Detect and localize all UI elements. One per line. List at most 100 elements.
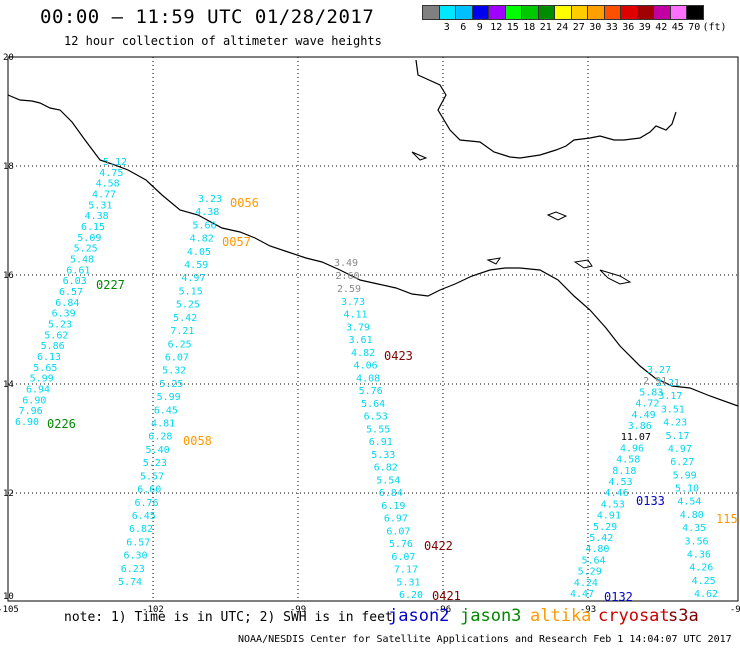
- wave-height-value: 3.49: [334, 258, 358, 269]
- legend-unit: (ft): [702, 22, 727, 33]
- wave-height-value: 4.49: [632, 410, 656, 421]
- wave-height-value: 5.76: [359, 386, 383, 397]
- wave-height-value: 5.25: [74, 244, 98, 255]
- lat-tick-label: 16: [3, 271, 14, 281]
- wave-height-value: 4.80: [585, 544, 609, 555]
- pass-time-label: 0058: [183, 434, 212, 448]
- wave-height-value: 4.82: [190, 234, 214, 245]
- legend-label: 9: [476, 22, 483, 33]
- pass-time-label: 115: [716, 512, 738, 526]
- wave-height-value: 2.21: [656, 378, 680, 389]
- legend-label: 27: [572, 22, 585, 33]
- wave-height-value: 4.08: [356, 373, 380, 384]
- lon-tick-label: -90: [730, 605, 740, 615]
- wave-height-value: 5.29: [593, 522, 617, 533]
- wave-height-value: 4.25: [692, 576, 716, 587]
- wave-height-value: 4.91: [597, 511, 621, 522]
- wave-height-value: 3.17: [658, 391, 682, 402]
- wave-height-value: 6.20: [399, 590, 423, 601]
- wave-height-value: 4.53: [601, 499, 625, 510]
- wave-height-value: 5.09: [77, 233, 101, 244]
- wave-height-value: 5.42: [173, 313, 197, 324]
- wave-height-value: 7.96: [19, 406, 43, 417]
- lon-tick-label: -93: [580, 605, 596, 615]
- wave-height-value: 5.23: [48, 320, 72, 331]
- wave-height-value: 5.99: [30, 374, 54, 385]
- wave-height-value: 6.07: [391, 552, 415, 563]
- wave-height-value: 6.84: [379, 488, 403, 499]
- legend-swatch: [686, 5, 704, 20]
- wave-height-value: 3.86: [628, 421, 652, 432]
- wave-height-value: 2.59: [337, 284, 361, 295]
- pass-time-label: 0057: [222, 235, 251, 249]
- satellite-label-jason3: jason3: [460, 606, 522, 626]
- wave-height-value: 4.97: [181, 273, 205, 284]
- wave-height-value: 6.53: [364, 412, 388, 423]
- satellite-label-jason2: jason2: [388, 606, 450, 626]
- wave-height-value: 3.79: [346, 322, 370, 333]
- wave-height-value: 4.62: [694, 589, 718, 600]
- wave-height-value: 5.25: [159, 379, 183, 390]
- wave-height-value: 4.11: [343, 310, 367, 321]
- wave-height-value: 4.53: [608, 477, 632, 488]
- wave-height-value: 6.57: [59, 287, 83, 298]
- wave-height-value: 6.90: [22, 395, 46, 406]
- legend-label: 24: [556, 22, 569, 33]
- wave-height-value: 6.76: [135, 498, 159, 509]
- wave-height-value: 4.46: [605, 488, 629, 499]
- wave-height-value: 5.31: [88, 200, 112, 211]
- wave-height-value: 4.96: [620, 443, 644, 454]
- wave-height-value: 6.13: [37, 352, 61, 363]
- wave-height-value: 3.56: [684, 536, 708, 547]
- legend-label: 18: [523, 22, 536, 33]
- wave-height-value: 4.59: [184, 260, 208, 271]
- pass-time-label: 0423: [384, 349, 413, 363]
- legend-swatches: [422, 5, 719, 20]
- credit-line: NOAA/NESDIS Center for Satellite Applica…: [238, 634, 732, 645]
- legend-label: 21: [539, 22, 552, 33]
- wave-height-value: 6.91: [369, 437, 393, 448]
- legend-label: 3: [443, 22, 450, 33]
- lon-tick-label: -102: [142, 605, 164, 615]
- legend-label: 33: [605, 22, 618, 33]
- pass-time-label: 0132: [604, 590, 633, 604]
- wave-height-value: 6.30: [123, 551, 147, 562]
- pass-time-label: 0133: [636, 494, 665, 508]
- wave-height-value: 6.15: [81, 222, 105, 233]
- wave-height-value: 5.83: [639, 387, 663, 398]
- wave-height-value: 5.86: [41, 341, 65, 352]
- lat-tick-label: 20: [3, 53, 14, 63]
- lat-tick-label: 10: [3, 592, 14, 602]
- wave-height-value: 5.64: [582, 555, 606, 566]
- wave-height-value: 5.48: [70, 255, 94, 266]
- wave-height-value: 5.15: [179, 286, 203, 297]
- legend-label: 15: [506, 22, 519, 33]
- wave-height-value: 4.54: [677, 497, 701, 508]
- legend-label: 45: [671, 22, 684, 33]
- satellite-label-cryosat: cryosat: [598, 606, 670, 626]
- wave-height-value: 4.05: [187, 247, 211, 258]
- wave-height-value: 6.97: [384, 514, 408, 525]
- note-text: note: 1) Time is in UTC; 2) SWH is in fe…: [64, 610, 393, 625]
- legend-labels: 3 6 9 12 15 18 21 24 27 30 33 36 39 42 45 70 (ft): [422, 22, 727, 33]
- satellite-label-s3a: s3a: [668, 606, 699, 626]
- wave-height-value: 8.18: [612, 466, 636, 477]
- wave-height-value: 5.74: [118, 577, 142, 588]
- wave-height-value: 5.12: [103, 157, 127, 168]
- wave-height-value: 6.60: [137, 485, 161, 496]
- wave-height-value: 5.40: [146, 445, 170, 456]
- wave-height-value: 6.28: [148, 432, 172, 443]
- satellite-label-altika: altika: [530, 606, 592, 626]
- wave-height-value: 6.82: [374, 463, 398, 474]
- lat-tick-label: 12: [3, 489, 14, 499]
- wave-height-value: 5.32: [162, 366, 186, 377]
- wave-height-value: 6.39: [52, 309, 76, 320]
- legend-label: 39: [638, 22, 651, 33]
- wave-height-value: 5.42: [589, 533, 613, 544]
- wave-height-value: 6.27: [670, 457, 694, 468]
- wave-height-value: 6.82: [129, 524, 153, 535]
- wave-height-value: 4.77: [92, 190, 116, 201]
- wave-height-tracks: 5.124.754.584.775.314.386.155.095.255.48…: [15, 157, 718, 601]
- wave-height-value: 4.23: [663, 418, 687, 429]
